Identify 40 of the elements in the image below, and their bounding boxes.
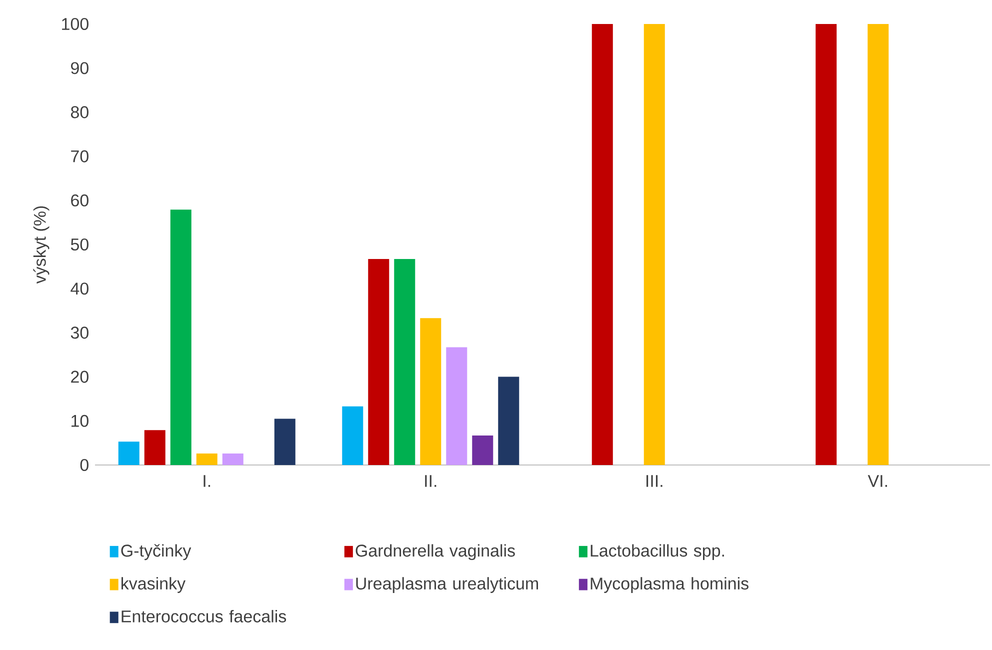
y-tick-label: 10: [72, 414, 88, 427]
bar: [394, 259, 416, 465]
y-tick-label: 0: [80, 458, 88, 472]
legend-label: Enterococcus faecalis: [122, 610, 286, 622]
y-tick-label: 60: [71, 194, 88, 206]
legend-label: Ureaplasma urealyticum: [356, 577, 538, 593]
bar: [446, 347, 468, 465]
y-axis-title: výskyt (%): [33, 206, 50, 284]
bar: [498, 376, 520, 465]
x-tick-label: I.: [204, 475, 210, 487]
bar: [420, 318, 442, 465]
legend-label: Mycoplasma hominis: [590, 577, 748, 593]
bar: [170, 210, 192, 465]
y-tick-label: 90: [71, 62, 88, 74]
bar: [868, 24, 889, 465]
y-tick-label: 70: [71, 150, 88, 162]
bar: [342, 406, 364, 465]
y-tick-label: 80: [70, 106, 88, 118]
y-tick-label: 30: [70, 326, 88, 339]
bar: [472, 435, 494, 465]
bar: [592, 24, 613, 465]
legend-label: kvasinky: [122, 577, 186, 593]
x-tick-label: III.: [646, 475, 662, 487]
legend-label: Gardnerella vaginalis: [356, 544, 515, 560]
bar: [144, 430, 166, 465]
bar: [118, 442, 140, 465]
bar: [816, 24, 837, 465]
y-tick-label: 50: [70, 238, 88, 251]
bar: [274, 418, 296, 465]
y-tick-label: 40: [70, 282, 88, 295]
bar: [368, 259, 390, 465]
x-tick-label: II.: [425, 475, 436, 487]
y-tick-label: 100: [62, 18, 88, 30]
y-tick-label: 20: [71, 370, 88, 383]
legend-label: G-tyčinky: [121, 544, 192, 560]
bar: [196, 454, 218, 465]
bar: [644, 24, 665, 465]
bar: [222, 454, 244, 465]
x-tick-label: VI.: [868, 475, 887, 487]
legend-label: Lactobacillus spp.: [590, 544, 724, 560]
